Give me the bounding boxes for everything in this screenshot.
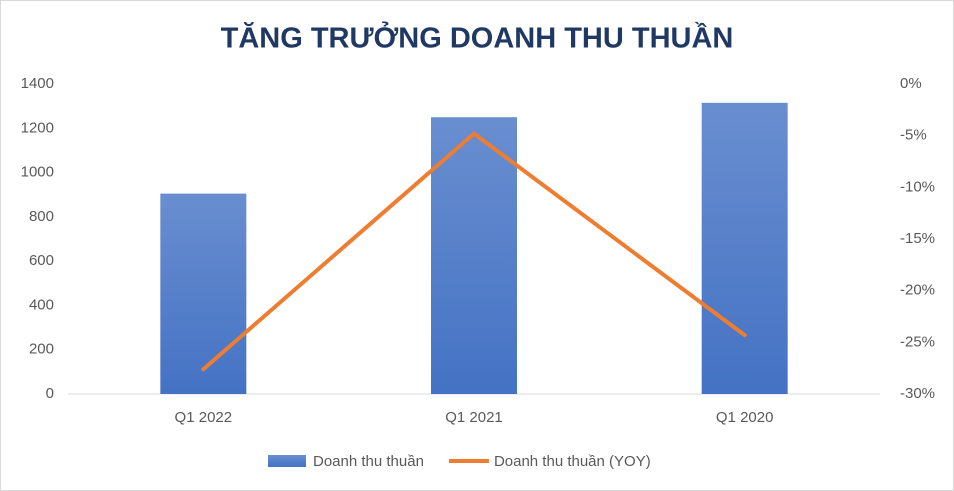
y-tick-label: 0 xyxy=(46,385,54,402)
y2-tick-label: -30% xyxy=(900,385,935,402)
y2-tick-label: -5% xyxy=(900,127,927,144)
y-tick-label: 600 xyxy=(29,252,54,269)
line xyxy=(201,131,747,372)
x-tick-label: Q1 2021 xyxy=(445,409,503,426)
y2-tick-label: -15% xyxy=(900,230,935,247)
x-tick-label: Q1 2020 xyxy=(716,409,774,426)
y2-tick-label: -25% xyxy=(900,333,935,350)
chart-title: TĂNG TRƯỞNG DOANH THU THUẦN xyxy=(221,21,734,55)
y-tick-label: 1200 xyxy=(21,119,54,136)
y-tick-label: 200 xyxy=(29,341,54,358)
legend-label: Doanh thu thuần xyxy=(313,453,424,470)
y-tick-label: 1000 xyxy=(21,164,54,181)
legend-swatch xyxy=(268,455,306,467)
legend-label: Doanh thu thuần (YOY) xyxy=(494,453,651,470)
bar xyxy=(160,193,247,394)
x-tick-label: Q1 2022 xyxy=(175,409,233,426)
y2-tick-label: -10% xyxy=(900,178,935,195)
y2-tick-label: -20% xyxy=(900,282,935,299)
bar xyxy=(701,102,788,395)
y2-tick-label: 0% xyxy=(900,75,922,92)
y-tick-label: 400 xyxy=(29,296,54,313)
y-tick-label: 800 xyxy=(29,208,54,225)
y-tick-label: 1400 xyxy=(21,75,54,92)
bar xyxy=(431,117,517,394)
